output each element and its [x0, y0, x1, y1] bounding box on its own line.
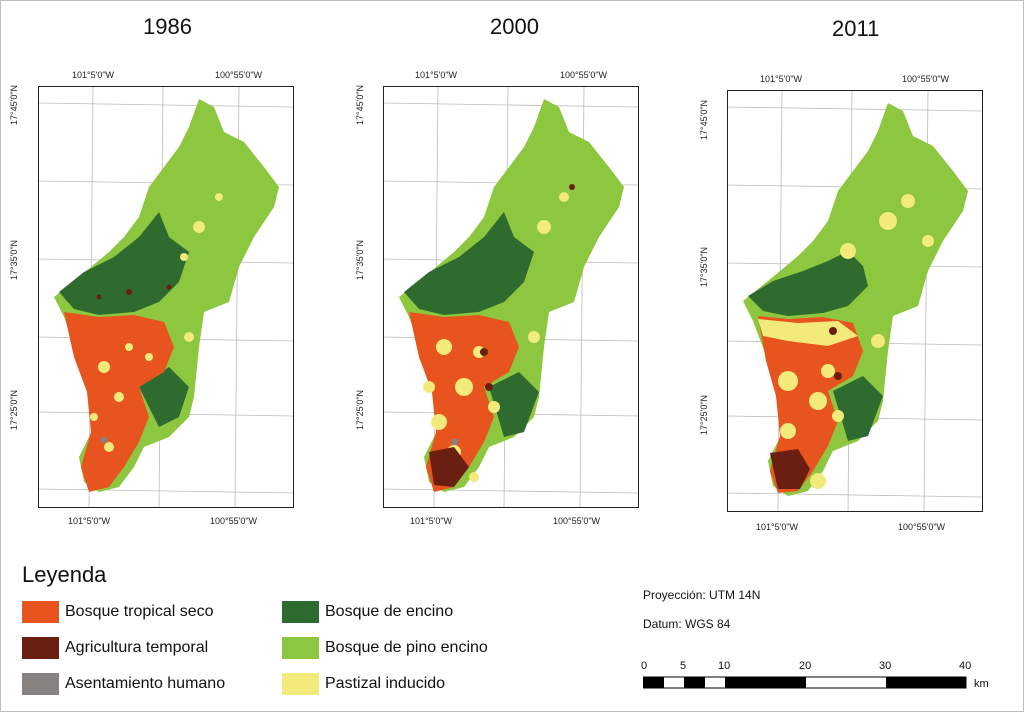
swatch [22, 673, 59, 695]
map-1986-lat-bot: 17°25'0"N [9, 389, 20, 431]
map-2011-coord-bottom-left: 101°5'0"W [756, 522, 799, 532]
region-pastizal-inducido [90, 193, 223, 452]
legend-label: Bosque de encino [325, 603, 454, 620]
region-bosque-encino [404, 212, 534, 315]
map-1986-coord-top-right: 100°55'0"W [215, 70, 263, 80]
scale-tick-10: 10 [718, 660, 731, 672]
map-1986-coord-top-left: 101°5'0"W [72, 70, 115, 80]
scale-bar [643, 676, 967, 689]
scale-unit: km [974, 678, 989, 690]
map-1986-frame [38, 86, 294, 508]
map-2011-lat-bot: 17°25'0"N [699, 394, 710, 436]
legend-label: Pastizal inducido [325, 675, 446, 692]
region-bosque-encino [59, 212, 189, 315]
map-2011 [728, 91, 982, 511]
map-1986 [39, 87, 293, 507]
swatch [282, 637, 319, 659]
region-bosque-encino-south [833, 376, 883, 441]
region-pastizal-inducido [758, 194, 934, 489]
map-2000-coord-bottom-left: 101°5'0"W [410, 516, 453, 526]
swatch [22, 637, 59, 659]
projection-label: Proyección: UTM 14N [643, 588, 761, 602]
region-asentamiento-humano [101, 437, 107, 443]
swatch [22, 601, 59, 623]
map-2011-coord-top-right: 100°55'0"W [902, 74, 950, 84]
map-2011-lat-top: 17°45'0"N [699, 99, 710, 141]
scale-tick-5: 5 [680, 660, 687, 672]
swatch [282, 673, 319, 695]
map-2011-coord-bottom-right: 100°55'0"W [898, 522, 946, 532]
region-asentamiento-humano [452, 439, 458, 445]
legend-title: Leyenda [22, 562, 107, 587]
map-2000-coord-bottom-right: 100°55'0"W [553, 516, 601, 526]
map-2011-frame [727, 90, 983, 512]
map-2000-lat-bot: 17°25'0"N [355, 389, 366, 431]
region-bosque-encino-south [139, 367, 189, 427]
map-2011-title: 2011 [832, 16, 880, 41]
legend-label: Bosque tropical seco [65, 603, 214, 620]
legend-item-pastizal-inducido: Pastizal inducido [282, 672, 445, 696]
datum-label: Datum: WGS 84 [643, 617, 731, 631]
map-2000-frame [383, 86, 639, 508]
map-2000-title: 2000 [490, 14, 539, 39]
region-bosque-encino [748, 251, 868, 316]
region-agricultura-temporal [96, 284, 172, 300]
map-2000-coord-top-left: 101°5'0"W [415, 70, 458, 80]
scale-tick-0: 0 [641, 660, 648, 672]
map-2011-coord-top-left: 101°5'0"W [760, 74, 803, 84]
legend-item-bosque-de-pino-encino: Bosque de pino encino [282, 636, 488, 660]
map-1986-title: 1986 [143, 14, 192, 39]
legend-label: Asentamiento humano [65, 675, 226, 692]
map-2000 [384, 87, 638, 507]
legend-label: Bosque de pino encino [325, 639, 488, 656]
map-1986-coord-bottom-left: 101°5'0"W [68, 516, 111, 526]
scale-tick-20: 20 [799, 660, 812, 672]
region-agricultura-temporal [770, 327, 842, 489]
scale-tick-30: 30 [879, 660, 892, 672]
swatch [282, 601, 319, 623]
legend-item-asentamiento-humano: Asentamiento humano [22, 672, 225, 696]
map-2000-lat-mid: 17°35'0"N [355, 239, 366, 281]
legend-label: Agricultura temporal [65, 639, 209, 656]
legend-item-agricultura-temporal: Agricultura temporal [22, 636, 208, 660]
region-agricultura-temporal [429, 184, 575, 487]
region-bosque-encino-south [489, 372, 539, 437]
scale-tick-40: 40 [959, 660, 972, 672]
legend-item-bosque-de-encino: Bosque de encino [282, 600, 453, 624]
map-2000-coord-top-right: 100°55'0"W [560, 70, 608, 80]
map-2011-lat-mid: 17°35'0"N [699, 246, 710, 288]
map-1986-lat-mid: 17°35'0"N [9, 239, 20, 281]
legend-item-bosque-tropical-seco: Bosque tropical seco [22, 600, 214, 624]
region-bosque-tropical-seco [409, 312, 519, 492]
map-1986-coord-bottom-right: 100°55'0"W [210, 516, 258, 526]
map-2000-lat-top: 17°45'0"N [355, 84, 366, 126]
map-1986-lat-top: 17°45'0"N [9, 84, 20, 126]
